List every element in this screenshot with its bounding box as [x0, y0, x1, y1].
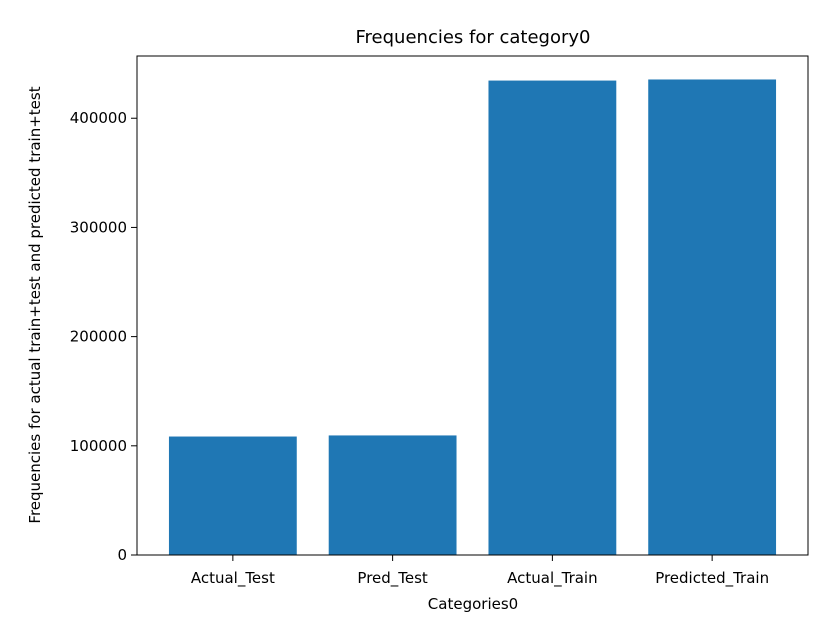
- y-axis: 0 100000 200000 300000 400000: [70, 109, 137, 564]
- x-axis-label: Categories0: [428, 595, 518, 613]
- x-axis: Actual_Test Pred_Test Actual_Train Predicte…: [191, 555, 769, 588]
- bar-actual-test: [168, 436, 297, 555]
- y-tick-label: 200000: [70, 328, 127, 346]
- chart-title: Frequencies for category0: [356, 27, 591, 48]
- y-axis-label: Frequencies for actual train+test and pr…: [26, 86, 44, 523]
- x-tick-label: Predicted_Train: [655, 569, 769, 588]
- bar-pred-test: [328, 435, 457, 555]
- y-tick-label: 0: [117, 546, 127, 564]
- x-tick-label: Pred_Test: [357, 569, 428, 588]
- bars-layer: [168, 79, 777, 555]
- bar-predicted-train: [648, 79, 777, 555]
- plot-frame: [136, 55, 809, 556]
- y-tick-label: 300000: [70, 218, 127, 236]
- y-tick-label: 100000: [70, 437, 127, 455]
- y-tick-label: 400000: [70, 109, 127, 127]
- x-tick-label: Actual_Train: [507, 569, 597, 588]
- bar-actual-train: [488, 80, 617, 555]
- x-tick-label: Actual_Test: [191, 569, 275, 588]
